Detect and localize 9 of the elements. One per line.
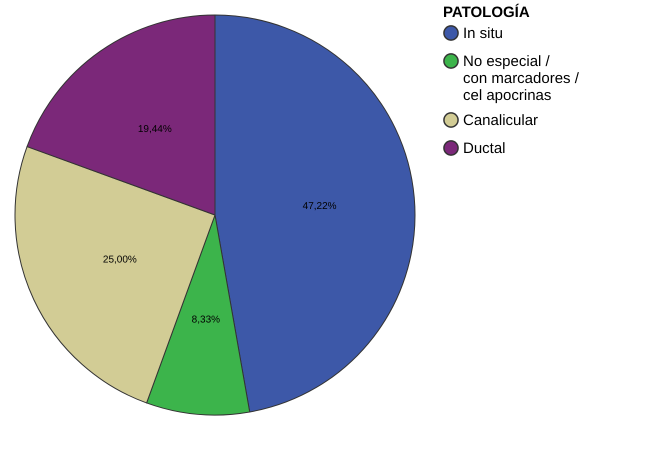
data-label: 25,00% [102,254,137,266]
data-label: 19,44% [138,124,172,135]
legend-label: Canalicular [463,112,538,129]
data-label: 47,22% [302,200,337,212]
legend-label: No especial / con marcadores / cel apocrinas [463,53,580,104]
legend-label: In situ [463,25,504,42]
data-label: 8,33% [192,314,220,326]
legend-label: Ductal [463,140,506,157]
legend-title: PATOLOGÍA [443,3,530,21]
